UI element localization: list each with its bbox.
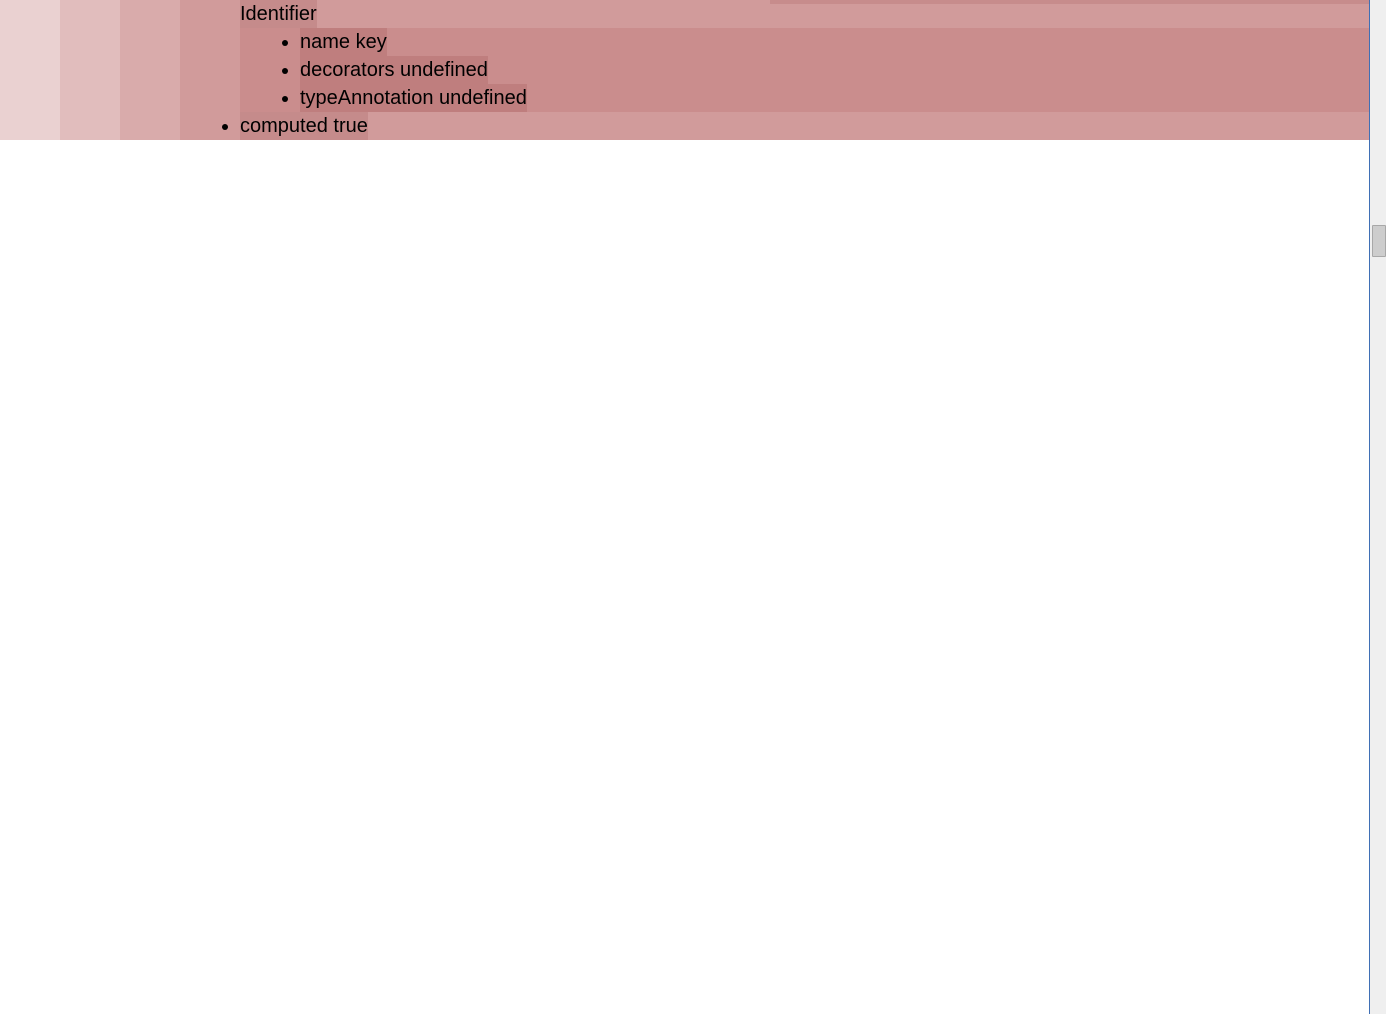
ast-tree-scroll-content: IfStatementtestLogicalExpressionoperator… (0, 0, 1370, 140)
vertical-scroll-thumb[interactable] (1372, 225, 1386, 257)
ast-node-type-identifier: Identifier (240, 0, 317, 28)
property-leaf-label: decorators undefined (300, 56, 488, 84)
ast-property-computed-true[interactable]: computed true (240, 112, 1370, 140)
ast-child-list: prefix trueargumentMemberExpressionobjec… (120, 0, 1370, 140)
ast-property-name-key[interactable]: name key (300, 28, 1370, 56)
ast-property-decorators-undefined[interactable]: decorators undefined (300, 56, 1370, 84)
ast-child-list: operator ||leftUnaryExpressionprefix tru… (60, 0, 1370, 140)
ast-tree-root: IfStatementtestLogicalExpressionoperator… (0, 0, 1370, 140)
property-leaf-label: name key (300, 28, 387, 56)
vertical-scrollbar[interactable] (1369, 0, 1386, 1014)
property-leaf-label: computed true (240, 112, 368, 140)
ast-child-list: objectMemberExpressionobjectThisExpressi… (180, 0, 1370, 140)
ast-child-list: name keydecorators undefinedtypeAnnotati… (240, 28, 1370, 112)
property-leaf-label: typeAnnotation undefined (300, 84, 527, 112)
ast-child-list: testLogicalExpressionoperator ||leftUnar… (0, 0, 1370, 140)
ast-property-typeannotation-undefined[interactable]: typeAnnotation undefined (300, 84, 1370, 112)
ast-property-property[interactable]: propertyIdentifier (240, 0, 1370, 28)
